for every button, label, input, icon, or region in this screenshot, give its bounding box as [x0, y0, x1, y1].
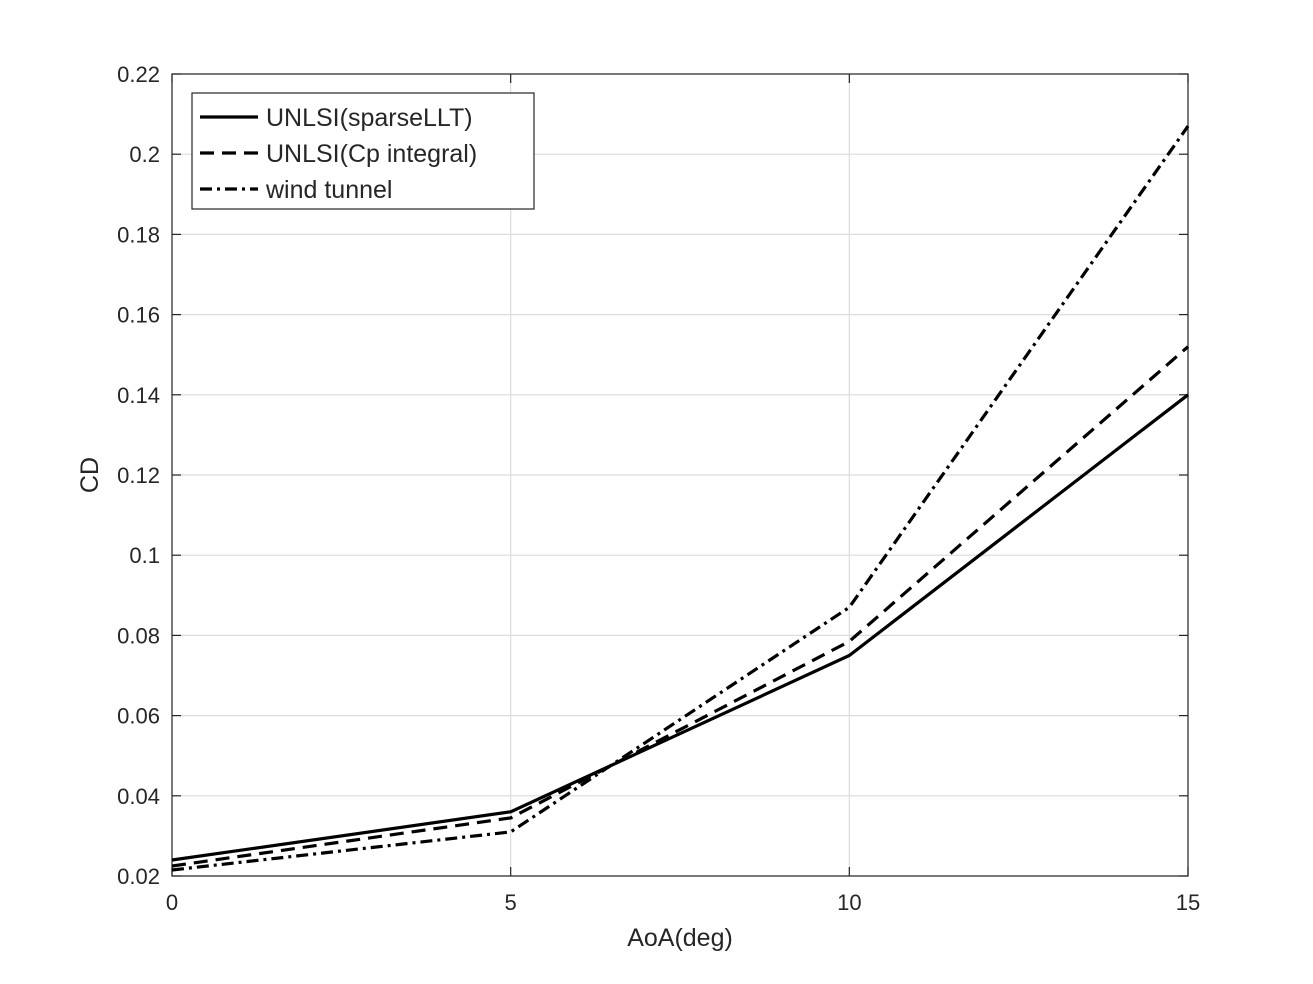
x-axis-label: AoA(deg) [627, 924, 733, 952]
x-tick-label: 15 [1176, 890, 1200, 915]
legend-label-3: wind tunnel [265, 176, 392, 204]
x-tick-label: 10 [837, 890, 861, 915]
y-tick-label: 0.02 [117, 864, 160, 889]
legend-label-2: UNLSI(Cp integral) [266, 140, 477, 168]
legend-label-1: UNLSI(sparseLLT) [266, 104, 473, 132]
legend: UNLSI(sparseLLT) UNLSI(Cp integral) wind t… [191, 92, 535, 210]
x-tick-label: 5 [505, 890, 517, 915]
y-tick-label: 0.14 [117, 383, 160, 408]
y-axis-ticks: 0.02 0.04 0.06 0.08 0.1 0.12 0.14 0.16 0.18 0.2 0.… [117, 62, 1188, 889]
y-tick-label: 0.22 [117, 62, 160, 87]
y-tick-label: 0.16 [117, 303, 160, 328]
y-tick-label: 0.2 [129, 142, 160, 167]
y-tick-label: 0.06 [117, 704, 160, 729]
y-tick-label: 0.04 [117, 784, 160, 809]
series-lines [171, 125, 1190, 872]
series-line-3 [171, 125, 1190, 872]
legend-box [191, 92, 535, 210]
y-tick-label: 0.12 [117, 463, 160, 488]
series-line-1 [171, 393, 1189, 862]
series-line-2 [171, 345, 1190, 868]
y-tick-label: 0.18 [117, 222, 160, 247]
x-axis-ticks: 0 5 10 15 [166, 74, 1200, 915]
x-tick-label: 0 [166, 890, 178, 915]
y-axis-label: CD [76, 457, 104, 493]
y-tick-label: 0.08 [117, 623, 160, 648]
y-tick-label: 0.1 [129, 543, 160, 568]
